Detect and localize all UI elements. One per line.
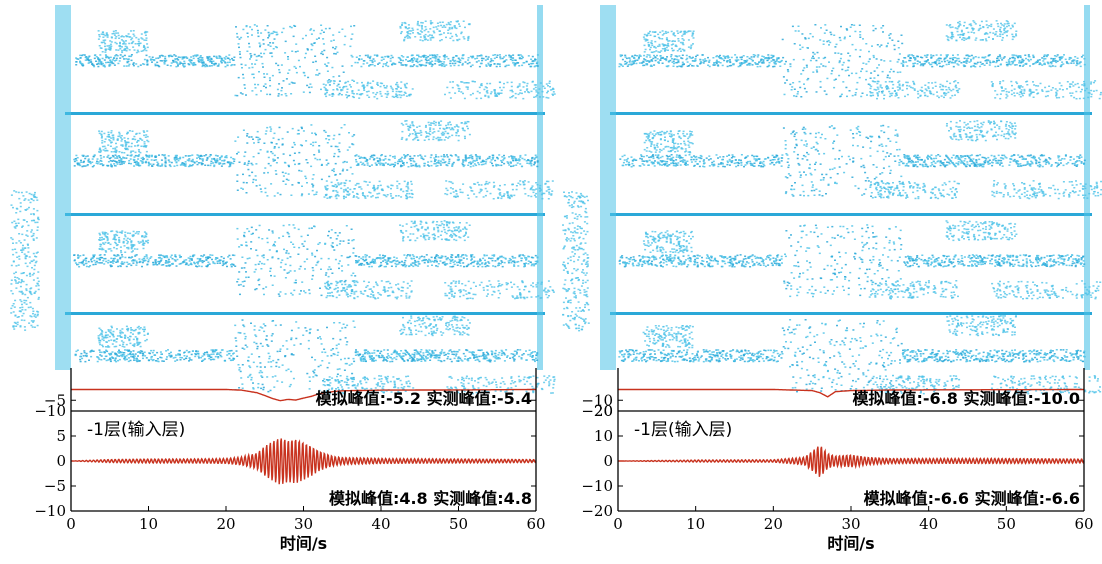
obscured-edge — [55, 5, 71, 370]
x-tick-label: 10 — [139, 515, 158, 533]
x-tick-label: 40 — [919, 515, 938, 533]
x-tick-label: 60 — [526, 515, 545, 533]
x-tick-label: 50 — [449, 515, 468, 533]
x-tick-label: 30 — [841, 515, 860, 533]
x-axis-label: 时间/s — [280, 534, 327, 553]
x-tick-label: 20 — [764, 515, 783, 533]
x-tick-label: 30 — [294, 515, 313, 533]
x-tick-label: 50 — [997, 515, 1016, 533]
y-tick-label: −10 — [581, 477, 613, 495]
obscured-separator — [65, 213, 545, 216]
y-tick-label: −5 — [44, 477, 66, 495]
obscured-edge — [1084, 5, 1090, 370]
y-tick-label: 20 — [594, 402, 613, 420]
y-tick-label: −10 — [34, 502, 66, 520]
peak-annotation: 模拟峰值:4.8 实测峰值:4.8 — [329, 489, 532, 508]
x-tick-label: 20 — [216, 515, 235, 533]
y-tick-label: −10 — [581, 391, 613, 409]
panel-label: -1层(输入层) — [87, 420, 185, 440]
y-tick-label: 0 — [56, 452, 66, 470]
x-tick-label: 60 — [1074, 515, 1093, 533]
x-tick-label: 0 — [66, 515, 76, 533]
series-line — [71, 438, 536, 485]
peak-annotation: 模拟峰值:-6.6 实测峰值:-6.6 — [864, 489, 1080, 508]
obscured-region-right — [562, 5, 1102, 395]
obscured-separator — [65, 112, 545, 115]
y-tick-label: 5 — [56, 427, 66, 445]
obscured-separator — [610, 213, 1092, 216]
obscured-separator — [610, 112, 1092, 115]
obscured-separator — [65, 312, 545, 315]
peak-annotation: 模拟峰值:-5.2 实测峰值:-5.4 — [316, 389, 532, 408]
y-tick-label: 10 — [594, 427, 613, 445]
y-tick-label: −20 — [581, 502, 613, 520]
y-tick-label: −10 — [34, 402, 66, 420]
y-tick-label: 0 — [603, 452, 613, 470]
panel-label: -1层(输入层) — [634, 420, 732, 440]
x-tick-label: 0 — [613, 515, 623, 533]
x-tick-label: 10 — [686, 515, 705, 533]
series-line — [618, 388, 1084, 398]
obscured-separator — [610, 312, 1092, 315]
series-line — [618, 446, 1084, 477]
obscured-edge — [600, 5, 616, 370]
series-line — [71, 388, 536, 402]
peak-annotation: 模拟峰值:-6.8 实测峰值:-10.0 — [853, 389, 1080, 408]
obscured-region-left — [10, 5, 556, 395]
y-tick-label: −20 — [581, 402, 613, 420]
y-tick-label: −5 — [44, 391, 66, 409]
x-tick-label: 40 — [371, 515, 390, 533]
x-axis-label: 时间/s — [827, 534, 874, 553]
